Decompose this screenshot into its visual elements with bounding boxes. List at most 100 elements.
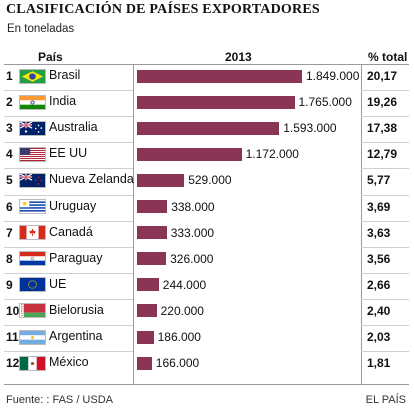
eu-flag: [19, 277, 46, 293]
bar: [137, 147, 242, 161]
row-separator: [361, 90, 409, 92]
chart-title: CLASIFICACIÓN DE PAÍSES EXPORTADORES: [6, 2, 320, 17]
rank-number: 7: [6, 225, 13, 240]
percent-label: 2,66: [367, 277, 391, 292]
new-zealand-flag: [19, 172, 46, 188]
row-separator: [4, 298, 133, 300]
row-separator: [361, 142, 409, 144]
rank-number: 10: [6, 303, 20, 318]
row-separator: [361, 194, 409, 196]
row-separator: [4, 142, 133, 144]
percent-label: 2,40: [367, 303, 391, 318]
uruguay-flag: [19, 199, 46, 214]
bar: [137, 278, 159, 292]
row-separator: [4, 325, 133, 326]
header-percent: % total: [368, 50, 408, 64]
bar: [137, 173, 185, 187]
bar: [137, 356, 152, 370]
percent-label: 1,81: [367, 356, 391, 371]
rank-number: 1: [6, 69, 13, 83]
value-label: 326.000: [170, 251, 214, 266]
rank-number: 5: [6, 173, 13, 188]
row-separator: [361, 298, 409, 300]
india-flag: [19, 94, 46, 110]
rank-number: 4: [6, 147, 13, 162]
percent-label: 19,26: [367, 95, 398, 110]
bar: [137, 69, 302, 83]
bar: [137, 252, 167, 266]
row-separator: [361, 220, 409, 222]
country-label: Paraguay: [49, 250, 103, 265]
row-separator: [4, 351, 133, 353]
chart-subtitle: En toneladas: [7, 23, 75, 35]
percent-label: 17,38: [367, 121, 398, 136]
country-label: India: [49, 94, 77, 109]
percent-label: 3,69: [367, 199, 391, 214]
column-divider-percent: [361, 64, 362, 384]
mexico-flag: [19, 355, 46, 371]
row-separator: [4, 116, 133, 118]
canada-flag: [19, 225, 46, 241]
row-separator: [4, 220, 133, 222]
value-label: 1.172.000: [245, 147, 299, 162]
value-label: 220.000: [160, 303, 204, 318]
value-label: 166.000: [155, 356, 200, 371]
row-separator: [4, 168, 133, 170]
country-label: UE: [49, 276, 67, 291]
country-label: EE UU: [49, 146, 88, 161]
row-separator: [361, 246, 409, 248]
bar: [137, 121, 280, 135]
country-label: Canadá: [49, 224, 93, 239]
rank-number: 12: [6, 356, 20, 371]
rank-number: 6: [6, 199, 13, 214]
percent-label: 12,79: [367, 147, 398, 162]
bar: [137, 330, 154, 344]
brazil-flag: [19, 68, 46, 84]
belarus-flag: [19, 303, 46, 319]
row-separator: [4, 90, 133, 92]
country-label: Argentina: [49, 329, 103, 343]
table-bottom-rule: [4, 384, 409, 385]
usa-flag: [19, 146, 46, 162]
country-label: Uruguay: [49, 198, 97, 213]
rank-number: 11: [6, 330, 19, 344]
rank-number: 3: [6, 121, 13, 136]
percent-label: 2,03: [367, 330, 391, 344]
column-divider-country: [133, 64, 134, 384]
country-label: Bielorusia: [49, 302, 104, 317]
row-separator: [4, 194, 133, 196]
row-separator: [361, 351, 409, 353]
rank-number: 8: [6, 251, 13, 266]
value-label: 338.000: [171, 199, 215, 214]
row-separator: [361, 116, 409, 118]
percent-label: 20,17: [367, 69, 398, 83]
rank-number: 9: [6, 277, 13, 292]
rank-number: 2: [6, 95, 13, 110]
row-separator: [361, 325, 409, 326]
country-label: Nueva Zelanda: [49, 172, 134, 187]
country-label: México: [49, 355, 89, 370]
value-label: 333.000: [170, 225, 215, 240]
bar: [137, 304, 157, 318]
row-separator: [4, 246, 133, 248]
percent-label: 3,56: [367, 251, 391, 266]
source-note: Fuente: : FAS / USDA: [6, 394, 113, 406]
paraguay-flag: [19, 251, 46, 267]
australia-flag: [19, 120, 46, 136]
value-label: 186.000: [157, 330, 201, 344]
row-separator: [361, 272, 409, 274]
value-label: 1.765.000: [298, 95, 352, 110]
header-country: País: [38, 50, 63, 64]
value-label: 244.000: [162, 277, 207, 292]
value-label: 529.000: [188, 173, 232, 188]
header-rule: [4, 64, 409, 65]
bar: [137, 200, 168, 213]
argentina-flag: [19, 329, 46, 345]
bar: [137, 226, 167, 240]
percent-label: 5,77: [367, 173, 391, 188]
header-year: 2013: [225, 50, 252, 64]
bar: [137, 95, 295, 109]
country-label: Brasil: [49, 68, 81, 82]
value-label: 1.849.000: [306, 69, 360, 83]
country-label: Australia: [49, 120, 98, 135]
